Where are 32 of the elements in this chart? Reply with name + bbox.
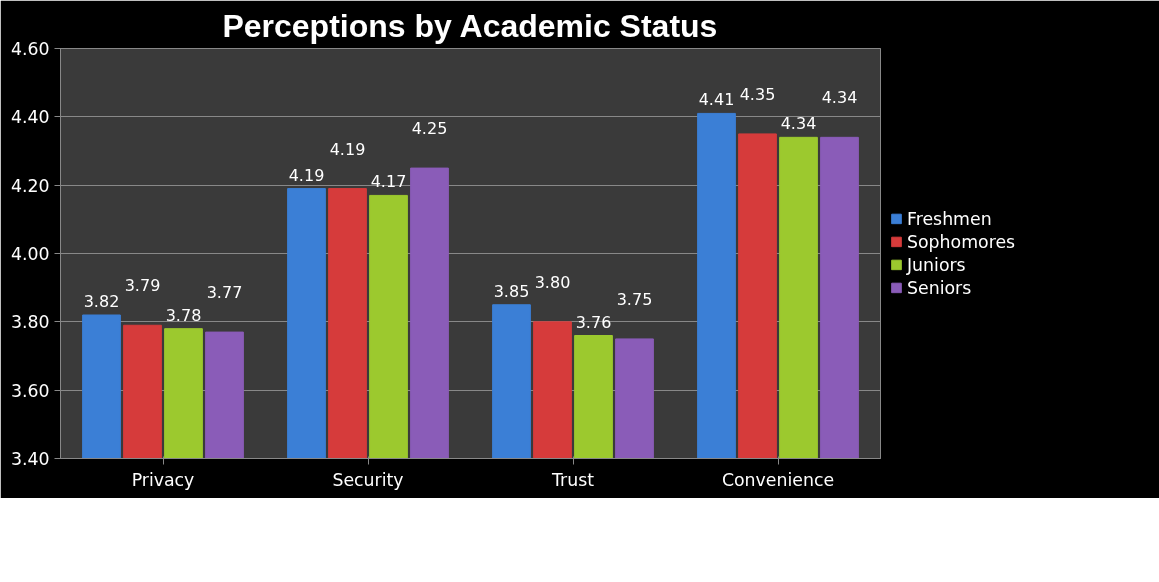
x-tick-label: Security	[332, 469, 404, 490]
data-label: 3.80	[534, 272, 571, 292]
data-label: 4.17	[370, 172, 407, 192]
data-label: 3.85	[493, 281, 530, 301]
y-tick-label: 3.80	[10, 312, 50, 333]
x-tick-label: Convenience	[721, 469, 835, 490]
y-tick-label: 4.40	[10, 107, 50, 128]
data-label: 3.78	[165, 305, 202, 325]
y-tick-label: 4.60	[10, 39, 50, 59]
data-label: 4.41	[698, 90, 735, 110]
data-label: 3.75	[616, 289, 653, 309]
data-label: 4.35	[739, 84, 776, 104]
data-label: 4.25	[411, 119, 448, 139]
data-label: 4.34	[780, 114, 817, 134]
chart-title: Perceptions by Academic Status	[222, 7, 718, 44]
y-tick-label: 3.60	[10, 380, 50, 401]
y-tick-label: 3.40	[10, 449, 50, 469]
y-tick-label: 4.00	[10, 244, 50, 264]
data-label: 4.34	[821, 88, 858, 108]
data-label: 4.19	[288, 165, 325, 185]
data-label: 3.82	[83, 292, 120, 311]
y-tick-label: 4.20	[10, 175, 50, 196]
legend-label: Juniors	[907, 254, 966, 275]
data-label: 3.76	[575, 312, 612, 332]
legend-label: Sophomores	[907, 231, 1016, 252]
legend-label: Freshmen	[907, 208, 992, 229]
data-label: 3.79	[124, 276, 161, 296]
data-label: 4.19	[329, 139, 366, 159]
legend-label: Seniors	[907, 277, 972, 298]
x-tick-label: Privacy	[131, 469, 195, 490]
data-label: 3.77	[206, 283, 243, 303]
x-tick-label: Trust	[551, 469, 595, 490]
